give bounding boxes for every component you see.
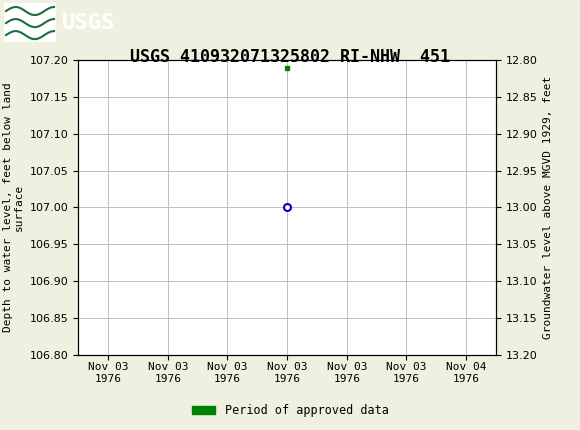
- Y-axis label: Groundwater level above MGVD 1929, feet: Groundwater level above MGVD 1929, feet: [543, 76, 553, 339]
- Y-axis label: Depth to water level, feet below land
surface: Depth to water level, feet below land su…: [2, 83, 24, 332]
- Legend: Period of approved data: Period of approved data: [187, 399, 393, 422]
- Text: USGS 410932071325802 RI-NHW  451: USGS 410932071325802 RI-NHW 451: [130, 48, 450, 66]
- Text: USGS: USGS: [62, 13, 115, 33]
- Bar: [4, 3, 56, 42]
